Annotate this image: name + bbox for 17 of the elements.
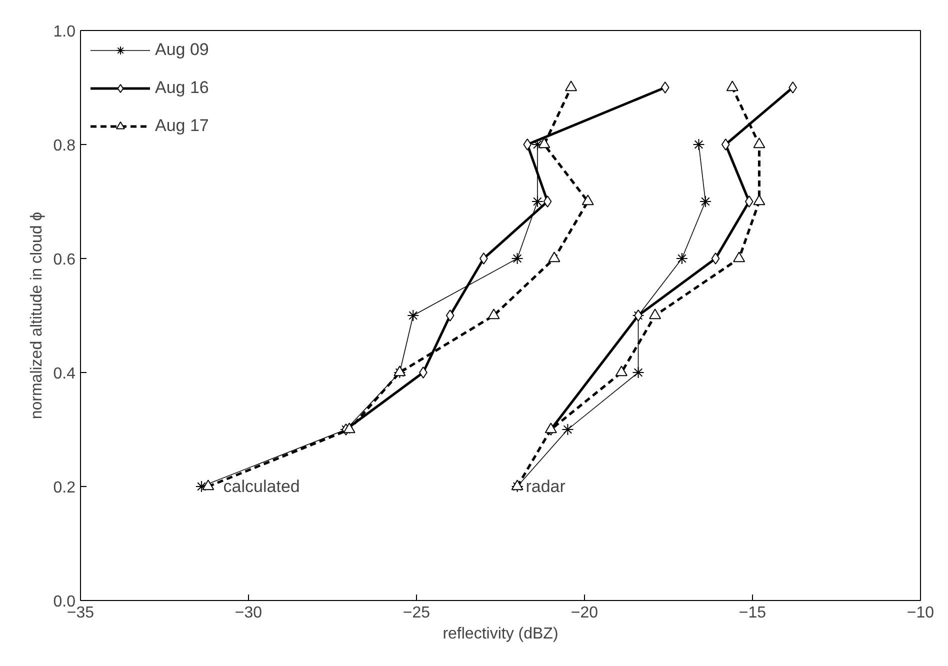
- annotation: calculated: [223, 477, 300, 496]
- annotation: radar: [526, 477, 566, 496]
- y-tick-label: 0.8: [53, 138, 76, 154]
- x-tick-label: −15: [738, 604, 766, 622]
- y-tick-label: 0.6: [53, 252, 76, 268]
- legend-label: Aug 09: [155, 40, 209, 60]
- legend-label: Aug 17: [155, 116, 209, 136]
- y-tick-label: 0.2: [53, 480, 76, 496]
- x-tick-label: −20: [570, 604, 598, 622]
- y-tick-label: 0.4: [53, 366, 76, 382]
- x-tick-label: −30: [234, 604, 262, 622]
- x-tick-label: −25: [402, 604, 430, 622]
- legend-label: Aug 16: [155, 78, 209, 98]
- y-axis-title: normalized altitude in cloud ϕ: [28, 212, 46, 420]
- x-axis-title: reflectivity (dBZ): [442, 626, 558, 642]
- y-tick-label: 1.0: [53, 24, 76, 40]
- x-tick-label: −10: [906, 604, 934, 622]
